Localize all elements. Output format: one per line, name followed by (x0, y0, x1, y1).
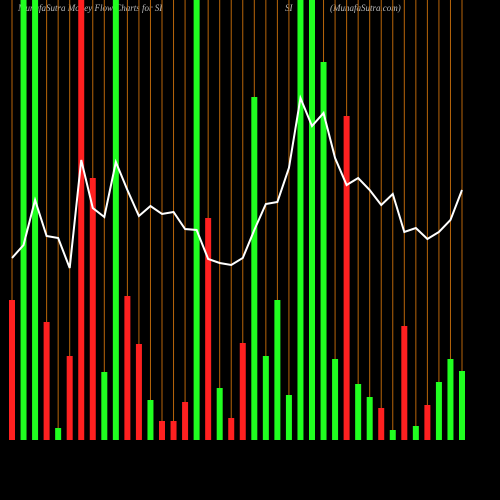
bar (251, 97, 258, 440)
bar (159, 421, 165, 440)
bar (55, 428, 62, 440)
bar (320, 62, 327, 440)
bar (389, 430, 396, 440)
bar (366, 397, 373, 440)
bar (9, 300, 15, 440)
bar (262, 356, 269, 440)
bar (285, 395, 292, 440)
chart-title: MunafaSutra Money Flow Charts for SI (17, 3, 163, 13)
bar (32, 0, 39, 440)
bar (78, 0, 85, 440)
source: (MunafaSutra.com) (330, 3, 401, 13)
bar (343, 116, 350, 440)
bar (412, 426, 419, 440)
bar (435, 382, 442, 440)
bar (297, 0, 304, 440)
bar (239, 343, 246, 440)
bar (424, 405, 431, 440)
bar (170, 421, 177, 440)
bar (20, 0, 27, 440)
bar (228, 418, 235, 440)
flow-line (11, 94, 463, 269)
bar (124, 296, 131, 440)
bar (459, 371, 465, 440)
bar (135, 344, 142, 440)
bar (378, 408, 385, 440)
bar (309, 0, 315, 440)
bar (205, 218, 212, 440)
bar (112, 0, 119, 440)
bar (447, 359, 454, 440)
bar (274, 300, 281, 440)
bar (43, 322, 50, 440)
bar (193, 0, 200, 440)
bar (355, 384, 362, 440)
bar (101, 372, 108, 440)
bar (147, 400, 154, 440)
bar (401, 326, 408, 440)
bar (89, 178, 96, 440)
bar (332, 359, 339, 440)
bar (182, 402, 189, 440)
bar (66, 356, 73, 440)
bar (216, 388, 223, 440)
